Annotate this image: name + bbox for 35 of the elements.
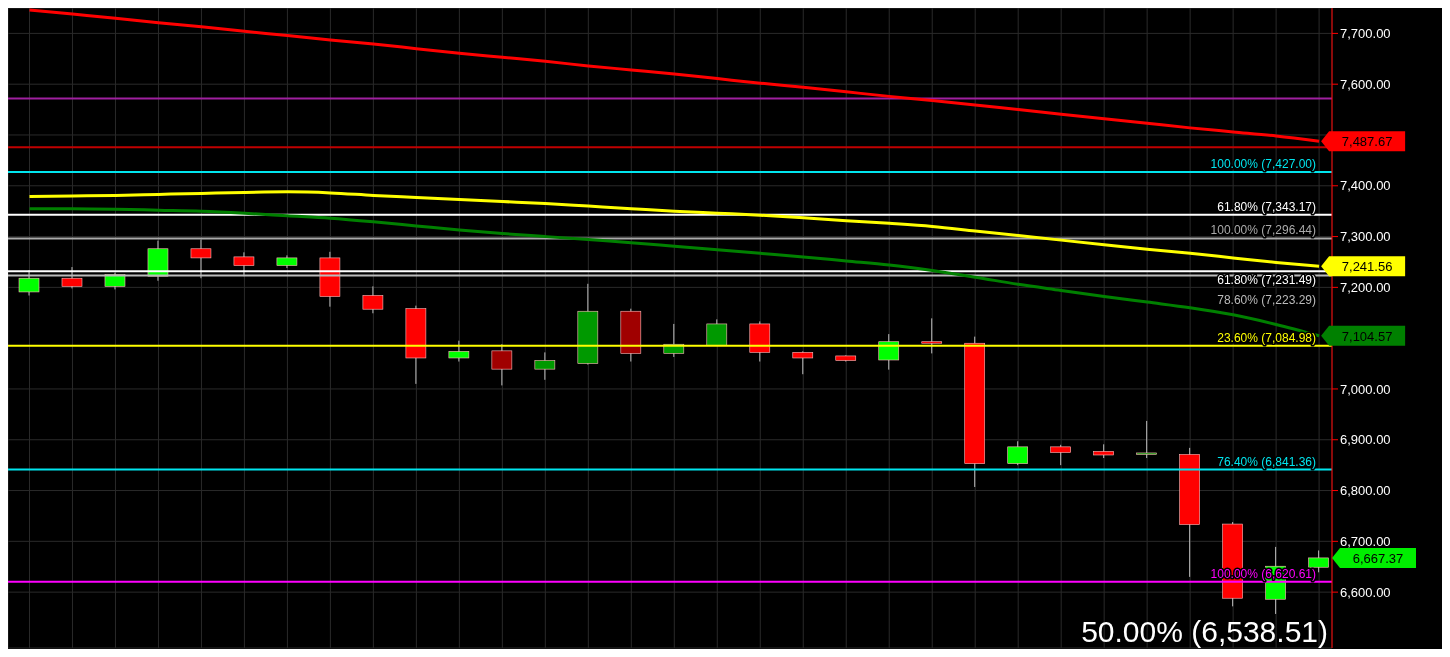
y-tick-label: 7,600.00 xyxy=(1340,76,1391,92)
line-series xyxy=(27,190,1321,268)
ref-line-label: 78.60% (7,223.29) xyxy=(1217,292,1316,307)
ref-line-label: 100.00% (7,427.00) xyxy=(1210,157,1316,172)
ref-line-label: 23.60% (7,084.98) xyxy=(1217,330,1316,345)
candlestick xyxy=(1136,420,1157,459)
y-tick-label: 7,000.00 xyxy=(1340,381,1391,397)
y-tick-label: 6,900.00 xyxy=(1340,432,1391,448)
candlestick xyxy=(921,317,943,354)
text: 6,667.37 xyxy=(1352,550,1404,566)
candlestick xyxy=(706,318,728,346)
data-label: 7,104.57 xyxy=(1341,328,1393,344)
y-tick-label: 7,300.00 xyxy=(1340,229,1391,245)
y-tick-label: 6,700.00 xyxy=(1340,533,1391,549)
data-label: 7,241.56 xyxy=(1341,259,1393,275)
data-label: 7,487.67 xyxy=(1341,134,1393,150)
ref-line-label: 61.80% (7,231.49) xyxy=(1217,273,1316,288)
line-series xyxy=(27,8,1321,143)
ref-line-label: 76.40% (6,841.36) xyxy=(1217,454,1316,469)
y-tick-label: 7,700.00 xyxy=(1340,26,1391,42)
candlestick xyxy=(792,350,814,375)
ref-line-label: 100.00% (7,296.44) xyxy=(1210,223,1316,238)
candlestick xyxy=(534,351,556,381)
y-tick-label: 7,200.00 xyxy=(1340,279,1391,295)
annotation: 50.00% (6,538.51) xyxy=(1081,615,1328,648)
ref-line-label: 61.80% (7,343.17) xyxy=(1217,199,1316,214)
candlestick xyxy=(1007,440,1028,466)
y-tick-label: 7,400.00 xyxy=(1340,178,1391,194)
y-tick-label: 6,800.00 xyxy=(1340,483,1391,499)
candlestick xyxy=(362,285,384,314)
candlestick xyxy=(448,340,470,363)
y-tick-label: 6,600.00 xyxy=(1340,584,1391,600)
candlestick xyxy=(878,333,900,371)
candlestick xyxy=(491,343,513,386)
candlestick xyxy=(1050,444,1071,466)
